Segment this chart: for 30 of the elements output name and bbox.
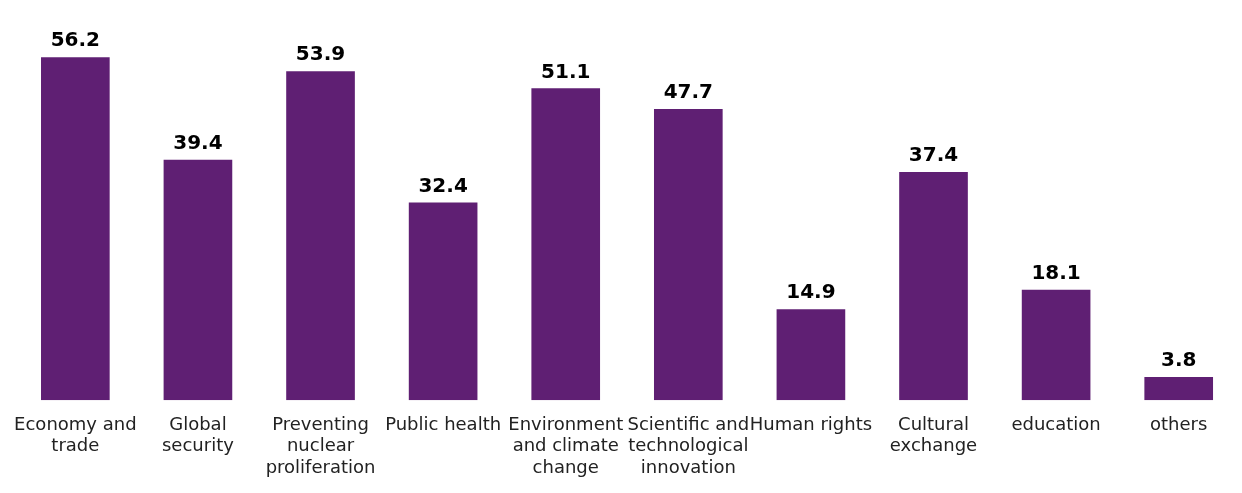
- bar: [653, 109, 723, 401]
- data-label: 53.9: [295, 41, 346, 66]
- data-label: 18.1: [1031, 259, 1081, 284]
- x-tick-label: Public health: [385, 412, 502, 434]
- x-tick-label: Cultural exchange: [889, 412, 978, 456]
- bar: [776, 309, 846, 401]
- bar: [899, 171, 968, 401]
- bar: [286, 71, 355, 401]
- data-label: 14.9: [786, 279, 836, 304]
- data-label: 51.1: [541, 58, 591, 83]
- data-label: 47.7: [663, 79, 713, 104]
- x-tick-label: Global security: [162, 412, 235, 456]
- x-tick-label: Preventing nuclear proliferation: [265, 412, 376, 477]
- bar: [1021, 289, 1091, 401]
- bar: [531, 88, 601, 401]
- data-label: 37.4: [908, 142, 959, 167]
- data-label: 32.4: [418, 172, 468, 197]
- bar: [163, 159, 233, 401]
- x-tick-label: education: [1011, 412, 1101, 434]
- x-tick-label: Scientific and technological innovation: [627, 412, 750, 477]
- data-label: 3.8: [1160, 347, 1197, 372]
- bar: [1144, 377, 1214, 401]
- x-tick-label: others: [1150, 412, 1208, 434]
- x-tick-label: Environment and climate change: [508, 412, 624, 477]
- x-tick-label: Economy and trade: [14, 412, 137, 456]
- bar: [41, 57, 110, 401]
- x-tick-label: Human rights: [749, 412, 873, 434]
- bar: [408, 202, 478, 401]
- data-label: 56.2: [50, 27, 101, 52]
- data-label: 39.4: [173, 129, 223, 154]
